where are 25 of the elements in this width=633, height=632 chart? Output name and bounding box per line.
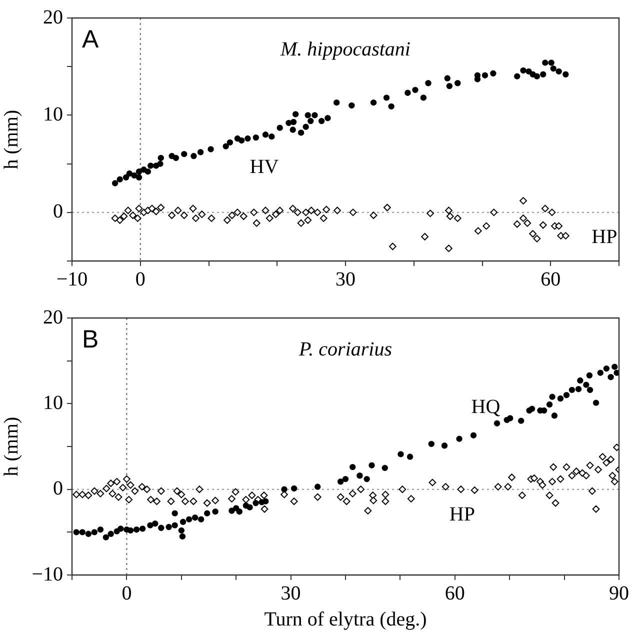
x-tick-label: 60 bbox=[540, 268, 561, 290]
text: P. coriarius bbox=[298, 338, 392, 360]
y-tick-label: 0 bbox=[53, 478, 63, 500]
y-tick-label: 20 bbox=[43, 306, 63, 328]
annotation: A bbox=[82, 25, 99, 54]
series-label: HP bbox=[449, 503, 476, 526]
x-tick-label: 90 bbox=[609, 582, 629, 604]
x-axis-title: Turn of elytra (deg.) bbox=[264, 608, 427, 630]
y-tick-label: −10 bbox=[32, 563, 63, 586]
series-label: HP bbox=[592, 226, 618, 248]
text: M. hippocastani bbox=[280, 38, 410, 60]
y-axis-title: h (mm) bbox=[0, 416, 22, 476]
annotation: B bbox=[82, 325, 99, 354]
y-tick-label: 10 bbox=[43, 103, 63, 126]
x-tick-label: 0 bbox=[135, 268, 146, 290]
y-axis-title: h (mm) bbox=[0, 110, 22, 170]
x-tick-label: 30 bbox=[336, 268, 356, 290]
x-tick-label: 30 bbox=[280, 582, 301, 604]
y-tick-label: 0 bbox=[53, 200, 63, 223]
x-tick-label: 60 bbox=[444, 582, 465, 604]
series-label: HV bbox=[250, 156, 280, 178]
y-tick-label: 10 bbox=[43, 392, 63, 414]
y-tick-label: 20 bbox=[43, 6, 63, 28]
series-label: HQ bbox=[471, 396, 501, 418]
x-tick-label: 0 bbox=[122, 582, 132, 604]
